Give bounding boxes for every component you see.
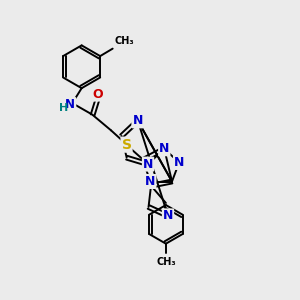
Text: S: S [122,138,131,152]
Text: N: N [65,98,75,111]
Text: N: N [143,158,153,171]
Text: N: N [159,142,169,155]
Text: N: N [133,114,143,127]
Text: CH₃: CH₃ [114,36,134,46]
Text: N: N [163,209,173,222]
Text: CH₃: CH₃ [156,257,176,267]
Text: N: N [133,114,143,127]
Text: N: N [174,156,184,169]
Text: N: N [145,175,155,188]
Text: O: O [93,88,103,100]
Text: H: H [59,103,68,113]
